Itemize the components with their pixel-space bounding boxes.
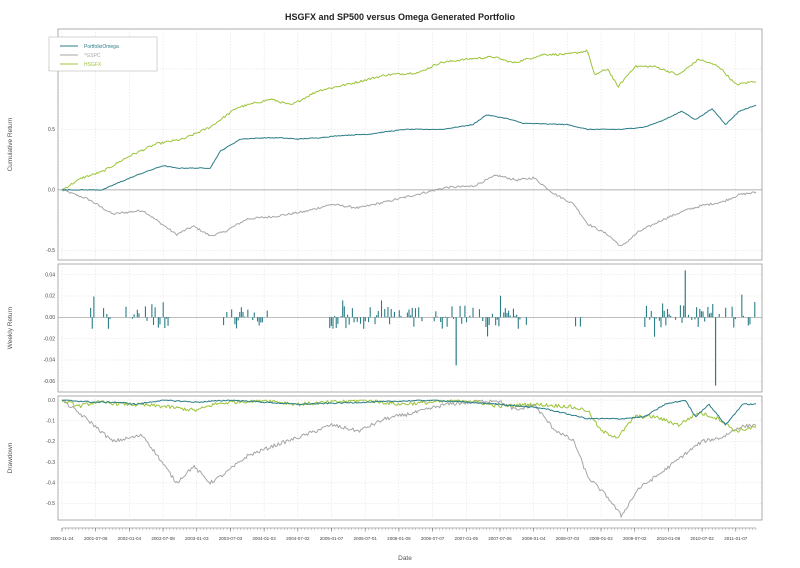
x-tick-label: 2008-07-03 (556, 536, 580, 541)
weekly-return-panel: 0.04 0.02 0.00 -0.02 -0.04 -0.06 Weekly Return (7, 263, 763, 393)
y-tick-label: 0.0 (48, 398, 55, 404)
series-line-gspc (61, 399, 757, 518)
x-tick-label: 2007-01-05 (455, 536, 479, 541)
y-axis-title: Weekly Return (7, 306, 14, 349)
y-tick-label: 0.02 (45, 294, 55, 300)
y-tick-label: -0.5 (46, 248, 55, 254)
y-tick-label: 0.5 (48, 127, 55, 133)
y-tick-label: 0.04 (45, 272, 55, 278)
y-axis-title: Cumulative Return (7, 117, 14, 171)
y-axis-title: Drawdown (7, 442, 14, 473)
series-line-portfolioomega (61, 104, 757, 191)
x-tick-label: 2003-01-03 (185, 536, 209, 541)
x-tick-label: 2005-07-01 (353, 536, 377, 541)
legend: PortfolioOmega ^GSPC HSGFX (48, 36, 158, 72)
x-tick-label: 2006-01-06 (387, 536, 411, 541)
x-tick-label: 2010-01-08 (657, 536, 681, 541)
cumulative-return-panel: -0.50.00.51.0Cumulative Return (7, 28, 763, 261)
x-tick-label: 2011-01-07 (724, 536, 748, 541)
x-tick-label: 2010-07-02 (690, 536, 714, 541)
series-line-hsgfx (61, 49, 757, 191)
x-tick-label: 2003-07-03 (219, 536, 243, 541)
panel-frame (57, 263, 763, 393)
x-tick-label: 2004-01-02 (252, 536, 276, 541)
y-tick-label: -0.2 (46, 439, 55, 445)
y-tick-label: -0.1 (46, 419, 55, 425)
x-tick-label: 2002-01-04 (118, 536, 142, 541)
series-line-portfolioomega (61, 399, 757, 426)
y-tick-label: -0.04 (44, 358, 56, 364)
series-line-hsgfx (61, 399, 757, 439)
x-tick-label: 2009-07-02 (623, 536, 647, 541)
y-tick-label: 0.0 (48, 188, 55, 194)
x-tick-label: 2000-11-24 (50, 536, 74, 541)
x-tick-label: 2006-07-07 (421, 536, 445, 541)
x-tick-label: 2008-01-04 (522, 536, 546, 541)
legend-label-hsgfx: HSGFX (84, 62, 102, 68)
x-tick-label: 2009-01-02 (589, 536, 613, 541)
y-tick-label: -0.5 (46, 501, 55, 507)
weekly-return-bars (90, 270, 756, 386)
legend-label-gspc: ^GSPC (84, 53, 101, 59)
x-tick-label: 2007-07-06 (488, 536, 512, 541)
x-axis: 2000-11-24 2001-07-06 2002-01-04 2002-07-08… (50, 527, 757, 541)
legend-box (48, 36, 158, 72)
x-tick-label: 2004-07-02 (286, 536, 310, 541)
y-tick-label: -0.06 (44, 379, 56, 385)
series-line-gspc (61, 174, 757, 247)
drawdown-panel: 0.0 -0.1 -0.2 -0.3 -0.4 -0.5 Drawdown (7, 395, 763, 521)
chart-title: HSGFX and SP500 versus Omega Generated P… (285, 12, 516, 22)
legend-label-portfolioomega: PortfolioOmega (84, 44, 119, 50)
panel-frame (57, 28, 763, 261)
y-tick-label: 0.00 (45, 315, 55, 321)
y-tick-label: -0.02 (44, 336, 56, 342)
x-tick-label: 2002-07-08 (151, 536, 175, 541)
y-tick-label: -0.4 (46, 481, 55, 487)
x-tick-label: 2001-07-06 (84, 536, 108, 541)
y-tick-label: -0.3 (46, 460, 55, 466)
x-axis-title: Date (398, 555, 412, 562)
x-tick-label: 2005-01-07 (320, 536, 344, 541)
